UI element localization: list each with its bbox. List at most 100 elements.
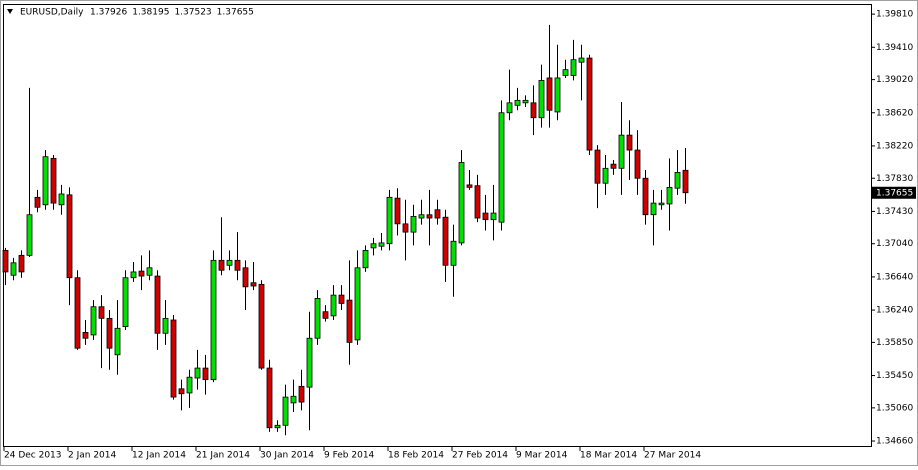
y-tick-label: 1.38620	[876, 108, 913, 118]
x-tick-label: 18 Mar 2014	[580, 451, 637, 461]
time-axis: 24 Dec 2013 2 Jan 2014 12 Jan 2014 21 Jan 2…	[3, 447, 701, 461]
candle-body	[434, 209, 441, 219]
price-axis: 1.39810 1.39410 1.39020 1.38620 1.38220 1.378…	[871, 10, 913, 447]
header-high: 1.38195	[132, 8, 169, 18]
candle-body	[650, 202, 657, 216]
candle-body	[250, 282, 257, 287]
candle-body	[26, 214, 33, 256]
candle-body	[386, 196, 393, 245]
candle-body	[578, 57, 585, 63]
candle-body	[338, 294, 345, 304]
candle-body	[298, 385, 305, 403]
candle-body	[202, 367, 209, 381]
candle-body	[610, 163, 617, 169]
candles	[2, 24, 689, 436]
header-arrow[interactable]	[7, 9, 13, 14]
candle-body	[538, 80, 545, 119]
x-tick-label: 27 Feb 2014	[452, 451, 508, 461]
candle-body	[218, 259, 225, 271]
candle-body	[530, 102, 537, 119]
candle-body	[210, 259, 217, 381]
candle-body	[546, 77, 553, 111]
candle-body	[314, 298, 321, 339]
candle-body	[450, 240, 457, 266]
candle-body	[266, 367, 273, 429]
candle-body	[618, 134, 625, 169]
candle-body	[522, 99, 529, 104]
candle-body	[98, 306, 105, 319]
header-close: 1.37655	[217, 8, 254, 18]
candle-body	[226, 259, 233, 266]
candle-body	[498, 112, 505, 223]
header-low: 1.37523	[174, 8, 211, 18]
y-tick-label: 1.37830	[876, 174, 913, 184]
candle-body	[658, 202, 665, 206]
candle-body	[66, 194, 73, 279]
candle-body	[194, 367, 201, 379]
candle-body	[50, 157, 57, 204]
candle-body	[290, 395, 297, 404]
candle-body	[258, 283, 265, 369]
y-tick-label: 1.35060	[876, 403, 913, 413]
x-tick-label: 24 Dec 2013	[4, 451, 62, 461]
candle-body	[242, 267, 249, 288]
candle-body	[10, 262, 17, 276]
candle-body	[146, 267, 153, 276]
last-price-label: 1.37655	[876, 188, 913, 198]
candle-body	[370, 243, 377, 249]
candle-body	[170, 319, 177, 398]
candle-body	[554, 77, 561, 113]
candle-body	[362, 249, 369, 269]
candle-body	[394, 197, 401, 225]
candle-body	[58, 193, 65, 206]
candle-body	[666, 186, 673, 205]
x-tick-label: 9 Mar 2014	[516, 451, 568, 461]
y-tick-label: 1.38220	[876, 141, 913, 151]
candle-body	[514, 99, 521, 106]
candle-body	[90, 306, 97, 336]
y-tick-label: 1.39020	[876, 75, 913, 85]
candle-body	[634, 149, 641, 179]
x-tick-label: 30 Jan 2014	[260, 451, 314, 461]
x-tick-label: 27 Mar 2014	[644, 451, 701, 461]
candle-body	[586, 57, 593, 151]
candle-body	[426, 214, 433, 219]
x-tick-label: 2 Jan 2014	[68, 451, 116, 461]
candle-body	[322, 311, 329, 319]
candle-body	[330, 294, 337, 317]
candle-body	[2, 249, 9, 273]
candle-body	[402, 223, 409, 233]
candle-body	[34, 196, 41, 208]
x-tick-label: 12 Jan 2014	[132, 451, 186, 461]
candle-body	[138, 270, 145, 277]
candle-body	[602, 167, 609, 184]
candle-body	[306, 337, 313, 388]
candle-body	[418, 214, 425, 219]
candle-body	[162, 317, 169, 334]
candle-body	[234, 259, 241, 271]
candle-body	[154, 275, 161, 334]
candle-body	[130, 271, 137, 279]
candle-body	[562, 69, 569, 76]
y-tick-label: 1.37040	[876, 239, 913, 249]
candle-body	[626, 134, 633, 151]
chart-title: EURUSD,Daily	[20, 8, 84, 18]
x-tick-label: 21 Jan 2014	[196, 451, 250, 461]
candle-body	[378, 242, 385, 247]
last-price-box	[872, 186, 916, 199]
y-tick-label: 1.34660	[876, 437, 913, 447]
header-ohlc: 1.37926 1.38195 1.37523 1.37655	[90, 8, 254, 18]
candle-body	[506, 102, 513, 114]
candle-body	[106, 317, 113, 349]
y-tick-label: 1.37430	[876, 207, 913, 217]
candle-body	[346, 299, 353, 343]
y-tick-label: 1.36640	[876, 272, 913, 282]
candle-body	[442, 216, 449, 266]
candle-body	[274, 424, 281, 429]
candle-body	[570, 59, 577, 76]
candle-body	[18, 254, 25, 273]
x-tick-label: 18 Feb 2014	[388, 451, 444, 461]
y-tick-label: 1.39410	[876, 43, 913, 53]
